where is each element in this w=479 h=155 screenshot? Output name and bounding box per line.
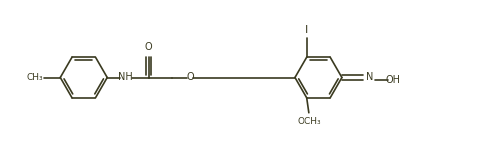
Text: O: O (145, 42, 152, 52)
Text: OH: OH (386, 75, 400, 85)
Text: I: I (305, 25, 308, 35)
Text: CH₃: CH₃ (26, 73, 43, 82)
Text: O: O (186, 73, 194, 82)
Text: N: N (366, 73, 373, 82)
Text: NH: NH (118, 73, 133, 82)
Text: OCH₃: OCH₃ (297, 117, 320, 126)
